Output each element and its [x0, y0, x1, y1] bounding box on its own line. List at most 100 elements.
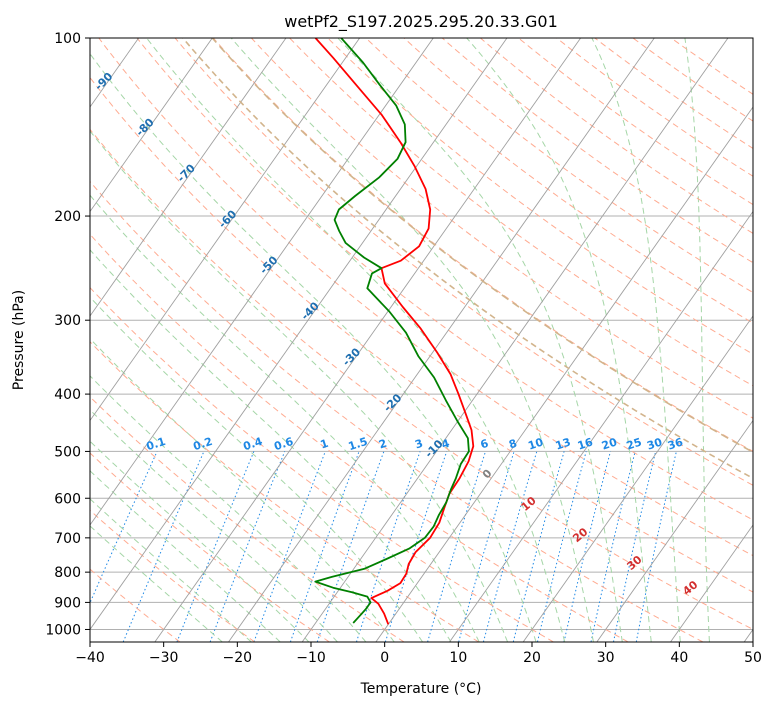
mixing-ratio-label: 0.1 — [145, 435, 168, 453]
mixing-ratio-line — [537, 451, 587, 642]
mixing-ratio-label: 1.5 — [347, 435, 370, 453]
dry-adiabat-line — [365, 38, 753, 324]
dry-adiabat-line — [403, 38, 753, 294]
mixing-ratio-label: 0.4 — [242, 435, 265, 453]
mixing-ratio-line — [512, 451, 565, 642]
isotherm-line — [90, 38, 434, 526]
isotherm-line — [90, 38, 508, 631]
dry-adiabat-line — [90, 76, 753, 593]
mixing-ratio-label: 16 — [576, 435, 595, 452]
mixing-ratio-label: 8 — [507, 437, 518, 452]
moist-adiabat-line — [90, 440, 310, 642]
x-tick-label: 10 — [449, 650, 467, 666]
mixing-ratio-label: 13 — [554, 436, 573, 453]
isotherm-line — [301, 38, 729, 642]
dry-adiabat-line — [518, 38, 753, 206]
mixing-ratio-label: 2 — [377, 437, 388, 452]
x-tick-label: −30 — [149, 650, 179, 666]
y-tick-label: 600 — [54, 491, 81, 507]
y-axis-ticks: 100 200 300 400 500 600 700 800 900 1000 — [45, 31, 90, 638]
mixing-ratio-line — [122, 451, 205, 642]
mixing-ratio-label: 0.2 — [192, 435, 215, 453]
dry-adiabat-line — [90, 128, 753, 631]
mixing-ratio-label: 3 — [413, 437, 424, 452]
dry-adiabat-line — [289, 38, 753, 387]
mixing-ratio-line — [458, 451, 515, 642]
dry-adiabat-line — [251, 38, 753, 419]
x-axis-ticks: −40 −30 −20 −10 0 10 20 30 40 50 — [75, 642, 762, 666]
mixing-ratio-label: 1 — [319, 437, 330, 452]
dry-adiabat-line — [90, 509, 255, 642]
isotherm-line — [90, 38, 287, 317]
moist-adiabat-line — [90, 498, 252, 642]
dewpoint-profile-line — [314, 38, 470, 624]
dry-adiabat-line — [90, 286, 554, 642]
x-tick-label: 40 — [670, 650, 688, 666]
isotherm-line — [596, 419, 753, 642]
isotherm-line — [154, 38, 582, 642]
y-tick-label: 700 — [54, 531, 81, 547]
isotherm-line — [90, 38, 213, 213]
y-tick-label: 1000 — [45, 622, 81, 638]
chart-title: wetPf2_S197.2025.295.20.33.G01 — [284, 12, 558, 32]
moist-adiabat-line — [90, 130, 509, 642]
isotherm-line — [375, 106, 753, 642]
mixing-ratio-label: 4 — [440, 437, 452, 452]
mixing-ratio-line — [289, 451, 360, 642]
mixing-ratio-label: 30 — [645, 435, 664, 452]
moist-adiabat-line — [591, 38, 681, 642]
mixing-ratio-line — [90, 451, 158, 605]
x-tick-label: 30 — [597, 650, 615, 666]
dry-adiabat-line — [441, 38, 753, 264]
y-tick-label: 500 — [54, 444, 81, 460]
moist-adiabat-line — [90, 525, 223, 642]
y-tick-label: 200 — [54, 209, 81, 225]
moist-adiabat-line — [466, 38, 652, 642]
y-tick-label: 300 — [54, 313, 81, 329]
mixing-ratio-label: 36 — [666, 435, 685, 452]
mixing-ratio-label: 25 — [625, 436, 644, 453]
x-axis-title: Temperature (°C) — [360, 681, 482, 697]
y-tick-label: 100 — [54, 31, 81, 47]
mixing-ratio-label: 0.6 — [272, 435, 295, 453]
mixing-ratio-label: 10 — [526, 435, 545, 452]
x-tick-label: 0 — [380, 650, 389, 666]
moist-adiabat-line — [90, 296, 424, 642]
x-tick-label: −10 — [296, 650, 326, 666]
x-tick-label: −40 — [75, 650, 105, 666]
dry-adiabat-line — [90, 180, 704, 642]
dry-adiabat-line — [136, 38, 753, 521]
y-tick-label: 900 — [54, 595, 81, 611]
moist-adiabat-line — [90, 249, 452, 642]
moist-adiabat-line — [90, 52, 537, 642]
dry-adiabats — [90, 38, 753, 642]
isotherm-line — [228, 38, 655, 642]
x-tick-label: −20 — [223, 650, 253, 666]
x-tick-label: 50 — [744, 650, 762, 666]
lcl-curve — [182, 38, 753, 480]
data-series — [314, 38, 475, 625]
mixing-ratio-label: 20 — [600, 435, 619, 452]
plot-frame — [89, 37, 754, 643]
isotherm-line — [522, 315, 753, 642]
isotherm-line — [670, 524, 753, 642]
moist-adiabat-line — [90, 470, 281, 642]
lcl-curve-line — [211, 38, 753, 454]
x-tick-label: 20 — [523, 650, 541, 666]
isotherm-line — [449, 210, 753, 642]
mixing-ratio-line — [316, 451, 385, 642]
y-tick-label: 400 — [54, 387, 81, 403]
y-axis-title: Pressure (hPa) — [11, 290, 27, 390]
dry-adiabat-line — [327, 38, 753, 355]
moist-adiabat-line — [90, 337, 395, 642]
mixing-ratio-line — [563, 451, 611, 642]
lcl-curve-line — [182, 38, 753, 480]
mixing-ratio-label: 6 — [479, 437, 491, 452]
mixing-ratio-line — [427, 451, 486, 642]
mixing-ratio-line — [356, 451, 421, 642]
isotherm-line — [90, 38, 361, 422]
mixing-ratio-line — [209, 451, 286, 642]
dry-adiabat-line — [98, 38, 753, 557]
moist-adiabat-line — [337, 38, 623, 642]
